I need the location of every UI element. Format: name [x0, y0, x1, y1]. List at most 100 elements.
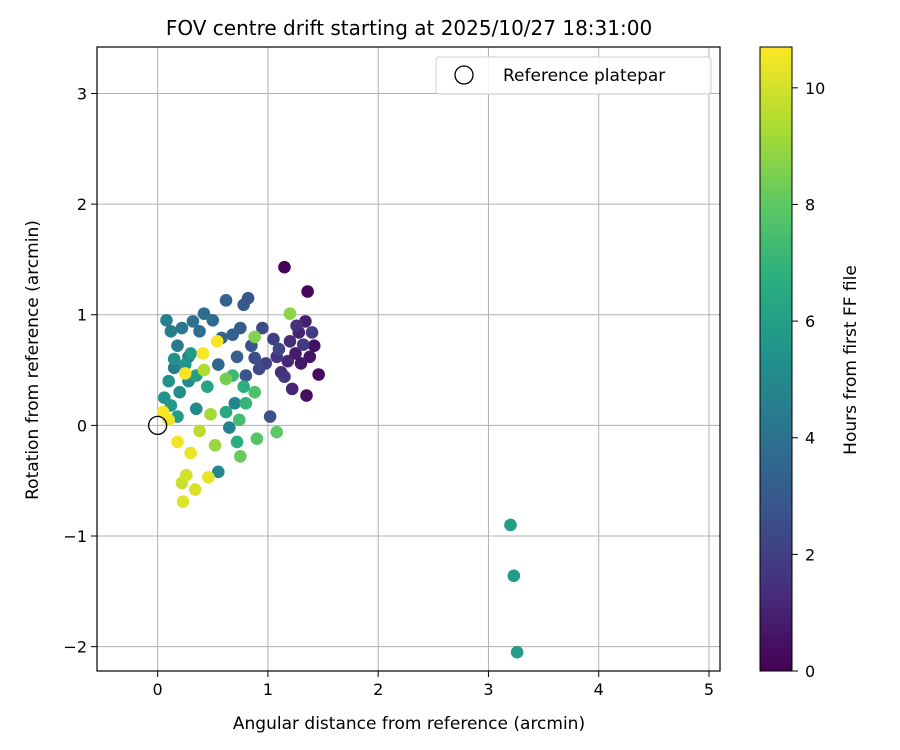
data-point: [237, 298, 250, 312]
x-tick-label: 2: [373, 680, 383, 699]
data-point: [193, 424, 206, 438]
data-point: [193, 325, 206, 338]
data-point: [504, 518, 517, 532]
data-point: [173, 385, 186, 399]
data-point: [180, 468, 193, 482]
data-points: [156, 260, 524, 659]
data-point: [296, 338, 310, 351]
data-point: [283, 334, 297, 348]
y-tick-label: −1: [63, 527, 87, 546]
y-axis-label: Rotation from reference (arcmin): [23, 220, 43, 500]
data-point: [226, 328, 239, 341]
legend-box: [435, 56, 712, 95]
data-point: [219, 372, 233, 386]
y-tick-label: 0: [77, 416, 87, 435]
colorbar: [759, 46, 793, 672]
x-tick-label: 3: [483, 680, 493, 699]
data-point: [248, 385, 261, 399]
data-point: [239, 369, 253, 382]
data-point: [223, 421, 236, 434]
data-point: [164, 325, 178, 338]
data-point: [175, 321, 189, 335]
data-point: [303, 350, 317, 364]
colorbar-label: Hours from first FF file: [841, 265, 861, 455]
data-point: [184, 347, 198, 360]
colorbar-ticks: 0 2 4 6 8 10: [792, 79, 825, 681]
data-point: [267, 332, 280, 346]
data-point: [312, 368, 325, 381]
reference-platepar-point: [147, 415, 168, 436]
data-point: [283, 307, 297, 320]
data-point: [230, 435, 244, 449]
data-point: [206, 313, 220, 327]
data-point: [507, 569, 521, 583]
data-point: [210, 334, 224, 348]
grid-lines: [97, 47, 720, 671]
legend-label: Reference platepar: [503, 66, 665, 86]
y-axis-ticks: −2 −1 0 1 2 3: [63, 84, 97, 657]
data-point: [167, 352, 181, 366]
data-point: [197, 307, 211, 320]
data-point: [248, 351, 261, 365]
data-point: [252, 362, 266, 376]
data-point: [294, 357, 308, 370]
data-point: [178, 367, 192, 380]
data-point: [232, 413, 246, 427]
data-point: [176, 495, 190, 509]
data-point: [234, 450, 247, 463]
data-point: [211, 358, 225, 371]
data-point: [250, 432, 264, 445]
x-tick-label: 1: [263, 680, 273, 699]
data-point: [171, 435, 184, 449]
x-tick-label: 0: [153, 680, 163, 699]
y-tick-label: 3: [77, 84, 87, 103]
data-point: [281, 354, 295, 368]
chart-title: FOV centre drift starting at 2025/10/27 …: [166, 16, 652, 40]
plot-frame: [96, 46, 721, 672]
colorbar-tick-label: 0: [805, 662, 815, 681]
data-point: [289, 347, 302, 360]
data-point: [510, 645, 524, 659]
data-point: [305, 326, 319, 339]
data-point: [188, 483, 202, 496]
data-point: [228, 396, 242, 410]
data-point: [208, 438, 222, 452]
data-point: [237, 380, 250, 393]
colorbar-tick-label: 6: [805, 312, 815, 331]
data-point: [285, 382, 299, 396]
x-axis-ticks: 0 1 2 3 4 5: [153, 671, 714, 699]
legend: Reference platepar: [435, 56, 712, 95]
y-tick-label: 1: [77, 306, 87, 325]
colorbar-tick-label: 8: [805, 195, 815, 214]
data-point: [248, 330, 261, 344]
y-tick-label: −2: [63, 638, 87, 657]
data-point: [301, 285, 314, 298]
data-point: [278, 260, 291, 274]
data-point: [186, 315, 200, 328]
data-point: [200, 380, 214, 393]
data-point: [219, 294, 233, 307]
reference-marker: [147, 415, 168, 436]
data-point: [300, 389, 313, 402]
data-point: [162, 374, 175, 388]
data-point: [230, 350, 244, 364]
data-point: [270, 425, 284, 439]
data-point: [156, 405, 170, 419]
legend-marker: [454, 65, 474, 85]
data-point: [196, 347, 210, 360]
x-tick-label: 5: [704, 680, 714, 699]
y-tick-label: 2: [77, 195, 87, 214]
data-point: [197, 363, 211, 377]
data-point: [263, 410, 277, 423]
data-point: [290, 319, 303, 333]
data-point: [189, 402, 203, 416]
data-point: [211, 465, 225, 479]
colorbar-tick-label: 10: [805, 79, 825, 98]
data-point: [278, 370, 291, 384]
x-tick-label: 4: [594, 680, 604, 699]
data-point: [160, 313, 173, 327]
data-point: [256, 321, 269, 335]
data-point: [272, 342, 286, 356]
data-point: [204, 408, 217, 421]
